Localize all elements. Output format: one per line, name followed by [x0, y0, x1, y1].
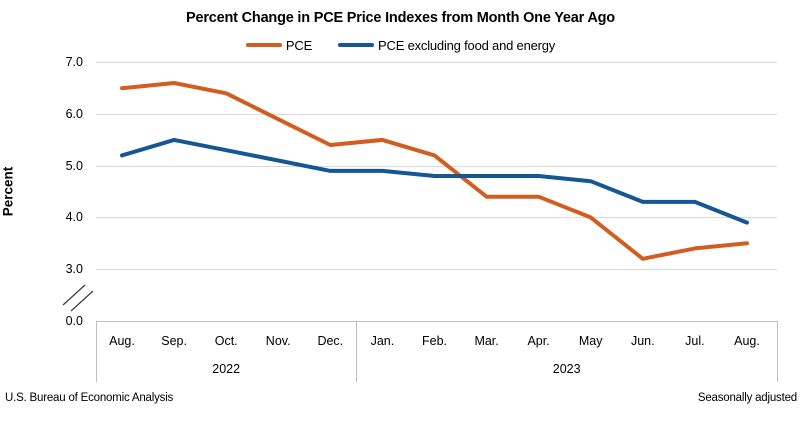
- month-label: Nov.: [265, 334, 291, 348]
- legend-item-core-pce: PCE excluding food and energy: [338, 38, 555, 53]
- y-tick-label: 5.0: [65, 158, 83, 173]
- y-tick-label: 3.0: [65, 262, 83, 277]
- month-label: Aug.: [109, 334, 135, 348]
- core-pce-line-swatch-icon: [338, 42, 375, 48]
- y-axis-title: Percent: [0, 166, 16, 217]
- month-label: Jun.: [630, 334, 655, 348]
- year-label: 2022: [212, 362, 241, 376]
- month-label: Mar.: [474, 334, 499, 348]
- legend-label-core-pce: PCE excluding food and energy: [378, 37, 556, 53]
- year-label: 2023: [552, 362, 581, 376]
- month-label: Dec.: [317, 334, 344, 348]
- y-tick-label: 7.0: [65, 55, 83, 70]
- axis-separator: [96, 320, 97, 382]
- axis-separator: [777, 320, 778, 382]
- month-label: Apr.: [527, 334, 550, 348]
- axis-break-icon: [62, 284, 86, 306]
- month-label: Oct.: [214, 334, 238, 348]
- series-line-pce-excluding-food-and-energy: [120, 137, 749, 225]
- legend-item-pce: PCE: [245, 37, 313, 53]
- y-tick-label-zero: 0.0: [65, 313, 83, 328]
- month-label: Feb.: [421, 334, 447, 348]
- month-label: Aug.: [734, 334, 760, 348]
- y-tick-label: 4.0: [65, 210, 83, 225]
- month-label: Jul.: [685, 334, 705, 348]
- month-label: Jan.: [370, 334, 395, 348]
- axis-break-icon: [70, 290, 94, 312]
- chart-title: Percent Change in PCE Price Indexes from…: [186, 10, 615, 26]
- gridline: [96, 165, 777, 167]
- gridline: [96, 217, 777, 219]
- month-label: Sep.: [161, 334, 187, 348]
- pce-line-swatch-icon: [245, 42, 282, 48]
- gridline: [96, 62, 777, 64]
- chart-legend: PCE PCE excluding food and energy: [0, 36, 801, 54]
- x-axis-baseline: [96, 320, 777, 322]
- month-label: May: [578, 334, 603, 348]
- gridline: [96, 269, 777, 271]
- legend-label-pce: PCE: [285, 37, 313, 53]
- gridline: [96, 114, 777, 115]
- source-note: U.S. Bureau of Economic Analysis: [5, 392, 174, 404]
- series-line-pce: [120, 81, 749, 261]
- adjustment-note: Seasonally adjusted: [697, 392, 797, 404]
- axis-separator: [356, 320, 358, 382]
- y-tick-label: 6.0: [65, 107, 83, 121]
